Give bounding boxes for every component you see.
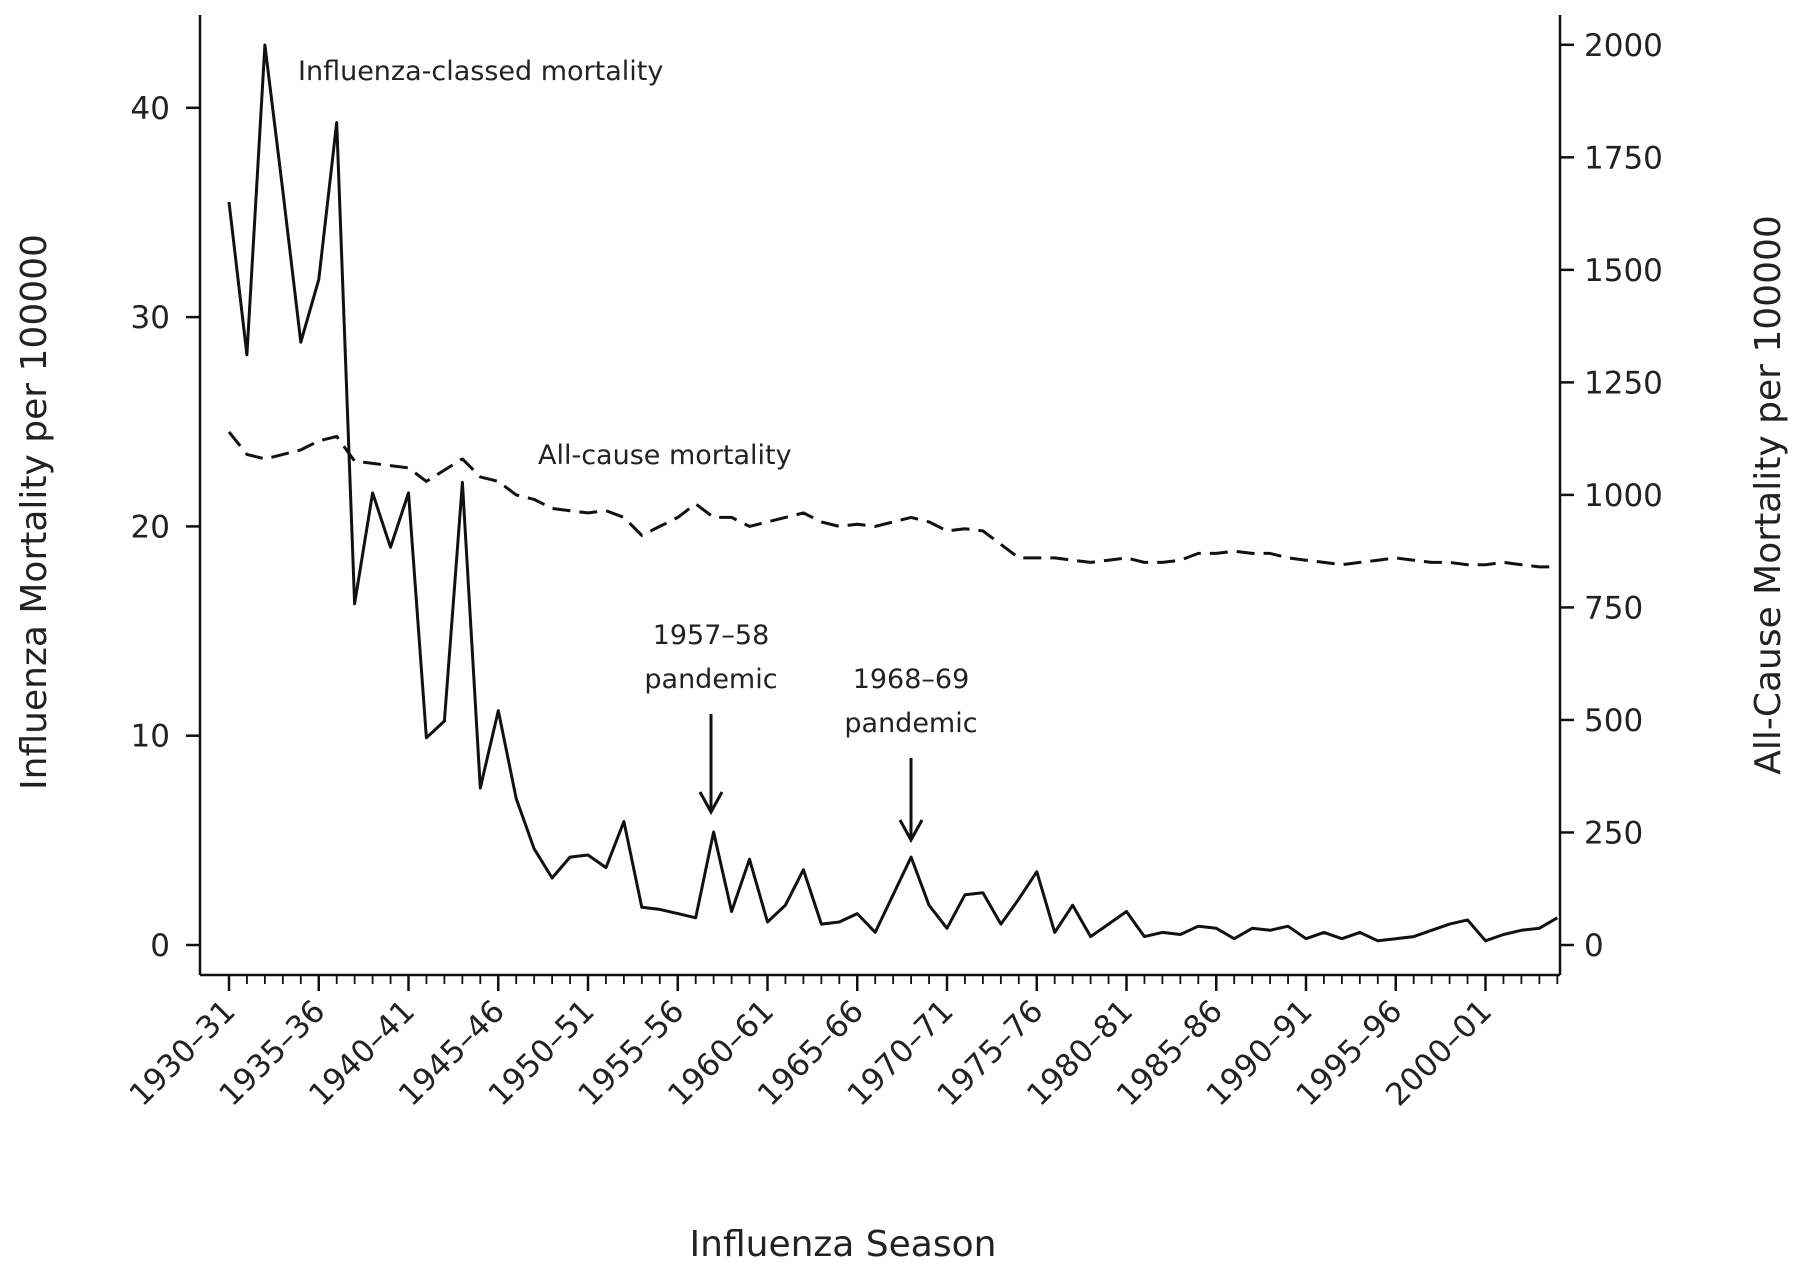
pandemic-1957-annotation-label: pandemic bbox=[644, 664, 777, 695]
axes bbox=[198, 15, 1562, 977]
left-y-tick-label: 0 bbox=[150, 928, 170, 964]
all-cause-series-label: All-cause mortality bbox=[538, 440, 792, 471]
pandemic-1968-annotation-label: pandemic bbox=[844, 708, 977, 739]
left-y-axis-title: Influenza Mortality per 100000 bbox=[14, 234, 55, 790]
right-y-tick-label: 1750 bbox=[1584, 140, 1663, 176]
x-axis-title: Influenza Season bbox=[690, 1224, 997, 1265]
right-y-tick-label: 1000 bbox=[1584, 478, 1663, 514]
influenza-mortality-line bbox=[227, 43, 1559, 943]
pandemic-1957-annotation-arrowhead bbox=[698, 791, 724, 816]
right-y-tick-label: 0 bbox=[1584, 928, 1604, 964]
left-y-tick-label: 40 bbox=[131, 91, 170, 127]
pandemic-1957-annotation-label: 1957–58 bbox=[653, 620, 770, 651]
left-y-tick-label: 10 bbox=[131, 719, 170, 755]
series-layer bbox=[227, 43, 1559, 943]
right-y-tick-label: 750 bbox=[1584, 590, 1643, 626]
right-y-tick-label: 250 bbox=[1584, 815, 1643, 851]
x-ticks: 1930–311935–361940–411945–461950–511955–… bbox=[123, 975, 1559, 1113]
right-y-tick-label: 1250 bbox=[1584, 365, 1663, 401]
pandemic-1968-annotation-label: 1968–69 bbox=[853, 664, 970, 695]
annotations: Influenza-classed mortality All-cause mor… bbox=[298, 56, 978, 844]
right-y-tick-label: 1500 bbox=[1584, 253, 1663, 289]
right-y-ticks: 0 250 500 750 1000 1250 1500 1750 2000 bbox=[1560, 28, 1663, 964]
right-y-tick-label: 2000 bbox=[1584, 28, 1663, 64]
all-cause-mortality-line bbox=[227, 430, 1558, 569]
influenza-series-label: Influenza-classed mortality bbox=[298, 56, 663, 87]
left-y-tick-label: 30 bbox=[131, 300, 170, 336]
left-y-tick-label: 20 bbox=[131, 509, 170, 545]
right-y-tick-label: 500 bbox=[1584, 703, 1643, 739]
right-y-axis-title: All-Cause Mortality per 100000 bbox=[1748, 215, 1789, 775]
left-y-ticks: 0 10 20 30 40 bbox=[131, 91, 200, 964]
pandemic-1968-annotation-arrowhead bbox=[898, 819, 924, 844]
